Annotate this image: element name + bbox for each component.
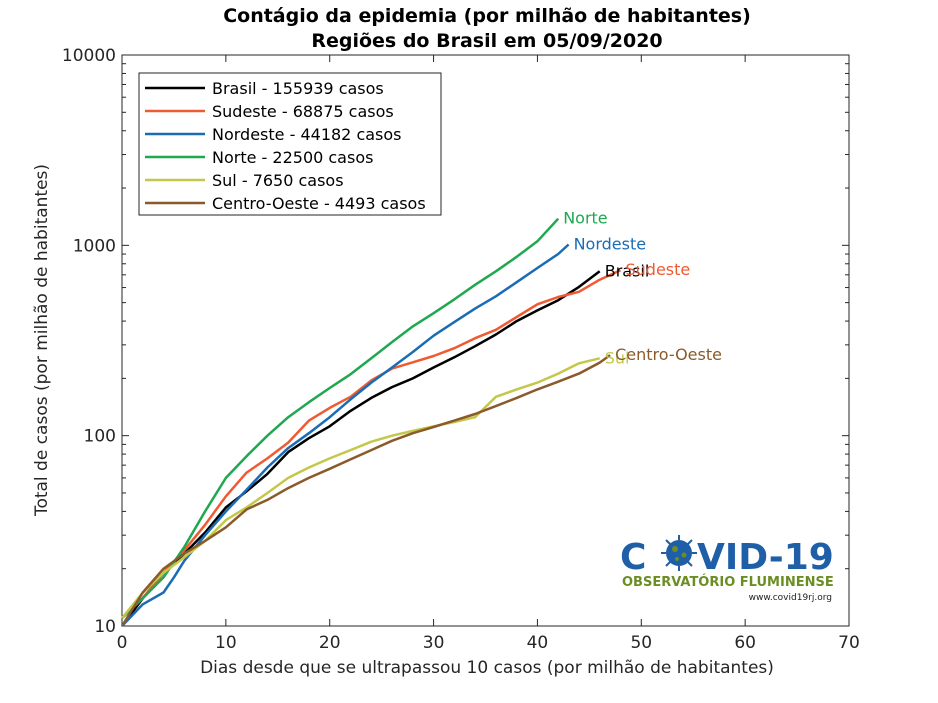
series-end-label-3: Norte — [563, 209, 607, 228]
logo-subtitle: OBSERVATÓRIO FLUMINENSE — [622, 574, 834, 590]
x-tick-label: 70 — [838, 633, 860, 653]
series-line-2 — [121, 243, 570, 627]
legend-label-0: Brasil - 155939 casos — [212, 79, 384, 98]
chart-title: Contágio da epidemia (por milhão de habi… — [223, 5, 751, 52]
covid19-logo: C VID-19 OBSERVATÓRIO FLUMINENSE www.cov… — [620, 535, 834, 603]
y-axis: 10 100 1000 10000 — [62, 46, 849, 637]
x-tick-label: 0 — [117, 633, 128, 653]
x-tick-label: 50 — [630, 633, 652, 653]
x-axis-label: Dias desde que se ultrapassou 10 casos (… — [200, 658, 774, 678]
x-tick-label: 20 — [319, 633, 341, 653]
series-line-0 — [120, 270, 601, 627]
legend-label-1: Sudeste - 68875 casos — [212, 102, 394, 121]
legend: Brasil - 155939 casos Sudeste - 68875 cas… — [138, 72, 442, 216]
series-end-label-5: Centro-Oeste — [615, 345, 722, 364]
x-tick-label: 30 — [423, 633, 445, 653]
legend-label-2: Nordeste - 44182 casos — [212, 125, 402, 144]
chart-title-line-2: Regiões do Brasil em 05/09/2020 — [311, 30, 662, 52]
legend-label-4: Sul - 7650 casos — [212, 171, 344, 190]
y-tick-label: 1000 — [73, 236, 116, 256]
y-tick-label: 10000 — [62, 46, 116, 66]
series-line-5 — [120, 354, 611, 627]
y-tick-label: 100 — [84, 427, 116, 447]
y-axis-label: Total de casos (por milhão de habitantes… — [32, 164, 52, 517]
logo-text-c: C — [620, 537, 646, 578]
legend-label-5: Centro-Oeste - 4493 casos — [212, 194, 426, 213]
y-tick-label: 10 — [94, 617, 116, 637]
series-end-label-2: Nordeste — [574, 235, 647, 254]
logo-url: www.covid19rj.org — [749, 593, 832, 603]
series-end-label-4: Sul — [605, 348, 630, 367]
chart-title-line-1: Contágio da epidemia (por milhão de habi… — [223, 5, 751, 27]
legend-label-3: Norte - 22500 casos — [212, 148, 373, 167]
series-line-1 — [121, 269, 622, 620]
x-tick-label: 60 — [734, 633, 756, 653]
legend-box — [138, 72, 442, 216]
series-line-3 — [121, 217, 560, 620]
x-tick-label: 10 — [215, 633, 237, 653]
series-end-label-0: Brasil — [605, 261, 650, 280]
logo-text-vid19: VID-19 — [697, 537, 834, 578]
series-lines — [120, 217, 622, 627]
x-axis: 0 10 20 30 40 50 60 70 — [117, 55, 860, 653]
virus-icon — [661, 535, 697, 571]
x-tick-label: 40 — [527, 633, 549, 653]
series-end-label-1: Sudeste — [626, 260, 691, 279]
